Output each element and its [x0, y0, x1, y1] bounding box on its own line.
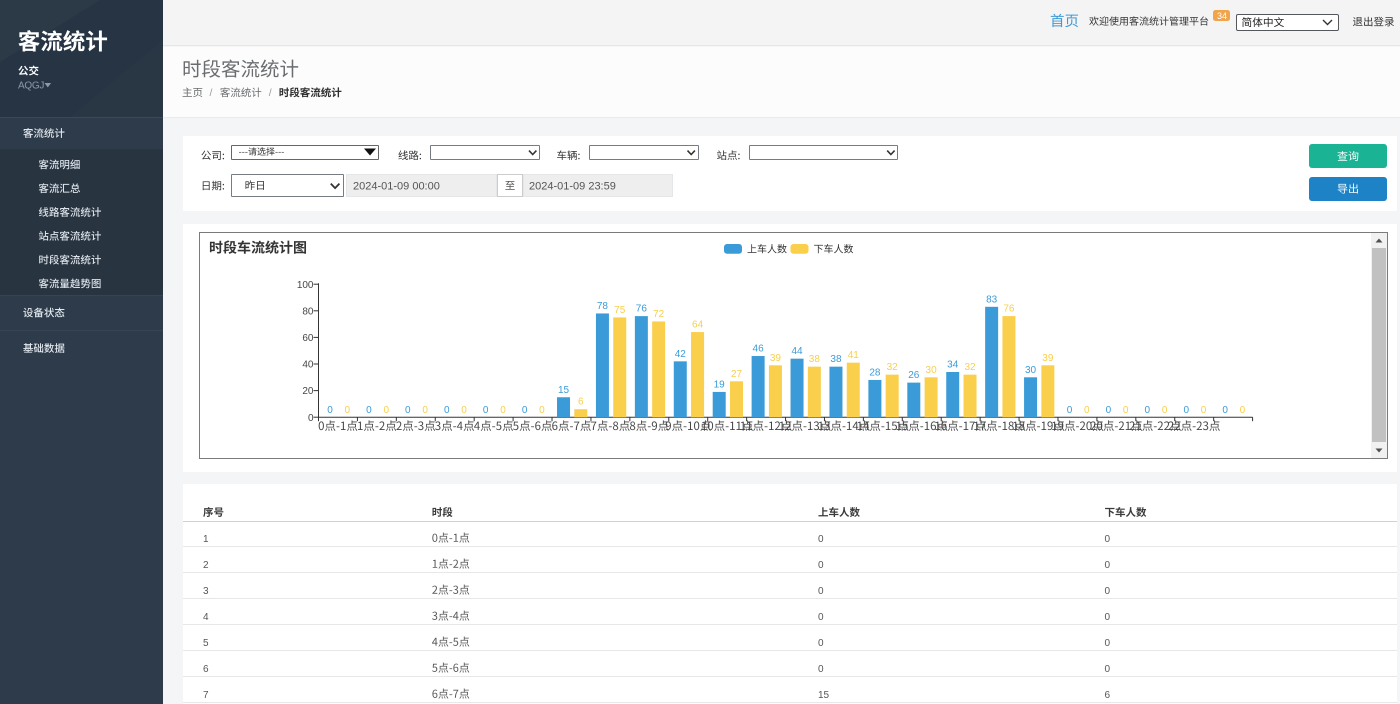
svg-text:27: 27: [731, 369, 743, 380]
svg-text:72: 72: [653, 309, 665, 320]
svg-text:0: 0: [539, 405, 545, 416]
svg-text:1: 1: [203, 534, 209, 545]
svg-text:30: 30: [1025, 365, 1037, 376]
svg-text:34: 34: [947, 359, 959, 370]
svg-text:80: 80: [302, 306, 314, 317]
svg-text:2024-01-09 00:00: 2024-01-09 00:00: [353, 180, 440, 192]
svg-text:0: 0: [1145, 405, 1151, 416]
svg-text:0: 0: [444, 405, 450, 416]
svg-text:32: 32: [964, 362, 976, 373]
svg-text:0: 0: [405, 405, 411, 416]
svg-text:0: 0: [1067, 405, 1073, 416]
svg-text:64: 64: [692, 320, 704, 331]
svg-text:76: 76: [636, 304, 648, 315]
svg-text:0: 0: [818, 638, 824, 649]
svg-text:0: 0: [1106, 405, 1112, 416]
svg-text:0: 0: [818, 586, 824, 597]
svg-text:38: 38: [809, 354, 821, 365]
svg-text:42: 42: [675, 349, 687, 360]
svg-text:0: 0: [1105, 586, 1111, 597]
svg-text:39: 39: [770, 353, 782, 364]
svg-text:6: 6: [203, 664, 209, 675]
svg-text:5: 5: [203, 638, 209, 649]
svg-text:0: 0: [1105, 664, 1111, 675]
svg-text:0: 0: [1240, 405, 1246, 416]
svg-text:100: 100: [297, 280, 314, 291]
svg-text:0: 0: [500, 405, 506, 416]
svg-text:28: 28: [869, 367, 881, 378]
svg-text:0: 0: [522, 405, 528, 416]
svg-text:46: 46: [753, 344, 765, 355]
svg-text:/: /: [210, 87, 213, 99]
svg-text:78: 78: [597, 301, 609, 312]
svg-text:0: 0: [1201, 405, 1207, 416]
svg-text:26: 26: [908, 370, 920, 381]
svg-text:39: 39: [1042, 353, 1054, 364]
svg-text:0: 0: [1084, 405, 1090, 416]
svg-text:2024-01-09 23:59: 2024-01-09 23:59: [529, 180, 616, 192]
svg-text:0: 0: [1183, 405, 1189, 416]
svg-text:0: 0: [1105, 638, 1111, 649]
svg-text:32: 32: [887, 362, 899, 373]
svg-text:7: 7: [203, 690, 209, 701]
svg-text:30: 30: [926, 365, 938, 376]
svg-text:AQGJ: AQGJ: [18, 81, 44, 92]
svg-text:60: 60: [302, 333, 314, 344]
svg-text:41: 41: [848, 350, 860, 361]
svg-text:0: 0: [327, 405, 333, 416]
svg-text:0: 0: [1105, 612, 1111, 623]
svg-text:0: 0: [818, 664, 824, 675]
svg-text:38: 38: [830, 354, 842, 365]
svg-text:0: 0: [1105, 560, 1111, 571]
svg-text:75: 75: [614, 305, 626, 316]
svg-text:83: 83: [986, 294, 998, 305]
svg-text:2: 2: [203, 560, 209, 571]
svg-text:15: 15: [558, 385, 570, 396]
svg-text:44: 44: [791, 346, 803, 357]
svg-text:40: 40: [302, 360, 314, 371]
svg-text:0: 0: [366, 405, 372, 416]
svg-text:0: 0: [818, 612, 824, 623]
svg-text:3: 3: [203, 586, 209, 597]
svg-text:0: 0: [1222, 405, 1228, 416]
svg-text:0: 0: [383, 405, 389, 416]
svg-text:0: 0: [422, 405, 428, 416]
svg-text:0: 0: [818, 560, 824, 571]
svg-text:6: 6: [1105, 690, 1111, 701]
svg-text:20: 20: [302, 386, 314, 397]
svg-text:0: 0: [308, 413, 314, 424]
svg-text:0: 0: [483, 405, 489, 416]
svg-text:6: 6: [578, 397, 584, 408]
svg-text:0: 0: [1105, 534, 1111, 545]
svg-text:34: 34: [1217, 11, 1227, 21]
svg-text:0: 0: [818, 534, 824, 545]
svg-text:19: 19: [714, 379, 726, 390]
svg-text:0: 0: [345, 405, 351, 416]
svg-text:15: 15: [818, 690, 830, 701]
svg-text:0: 0: [461, 405, 467, 416]
svg-text:0: 0: [1162, 405, 1168, 416]
svg-text:76: 76: [1003, 304, 1015, 315]
svg-text:0: 0: [1123, 405, 1129, 416]
svg-text:4: 4: [203, 612, 209, 623]
svg-text:/: /: [269, 87, 272, 99]
